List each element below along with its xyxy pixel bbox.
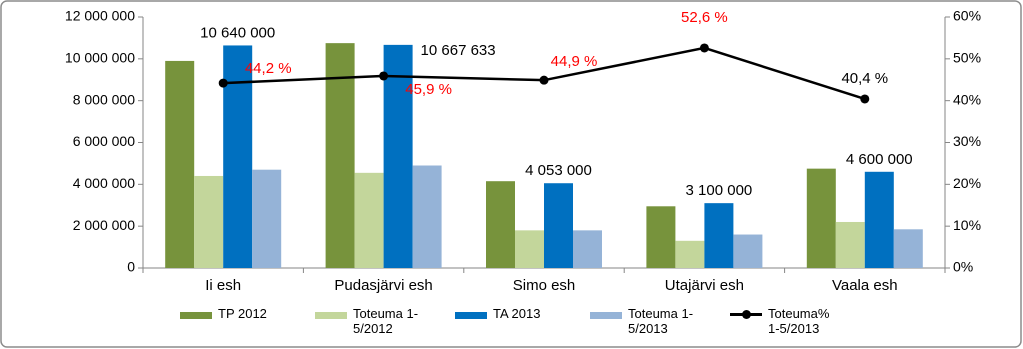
bar bbox=[194, 175, 224, 268]
legend-marker bbox=[742, 310, 751, 319]
data-label: 4 053 000 bbox=[525, 162, 592, 179]
x-tick-label: Simo esh bbox=[513, 277, 576, 294]
y-tick-label: 2 000 000 bbox=[73, 217, 135, 233]
x-tick-label: Vaala esh bbox=[832, 277, 898, 294]
bar bbox=[486, 181, 515, 268]
legend-item: Toteuma 1-5/2013 bbox=[590, 306, 700, 336]
bar bbox=[325, 43, 355, 269]
y-tick-label: 8 000 000 bbox=[73, 91, 135, 107]
data-label: 10 667 633 bbox=[421, 42, 496, 59]
y2-tick-label: 0% bbox=[953, 259, 973, 275]
bar bbox=[544, 183, 573, 268]
line-point bbox=[379, 71, 389, 81]
legend-item: Toteuma% 1-5/2013 bbox=[730, 306, 840, 336]
y2-tick-label: 50% bbox=[953, 50, 981, 66]
y-tick-label: 4 000 000 bbox=[73, 175, 135, 191]
bar bbox=[733, 234, 763, 268]
y-tick-label: 6 000 000 bbox=[73, 133, 135, 149]
line-point bbox=[860, 94, 870, 104]
x-tick-label: Ii esh bbox=[205, 277, 241, 294]
bar bbox=[383, 44, 413, 268]
bar bbox=[864, 171, 894, 268]
legend-swatch bbox=[180, 312, 212, 319]
line-point bbox=[218, 78, 228, 88]
line-point bbox=[539, 75, 549, 85]
bar bbox=[646, 206, 676, 268]
bar bbox=[806, 168, 836, 268]
data-label: 44,2 % bbox=[245, 60, 292, 77]
y2-tick-label: 60% bbox=[953, 8, 981, 24]
data-label: 4 600 000 bbox=[846, 151, 913, 168]
y2-tick-label: 10% bbox=[953, 217, 981, 233]
legend-label: TA 2013 bbox=[493, 306, 541, 321]
data-label: 52,6 % bbox=[681, 9, 728, 26]
legend-label: Toteuma 1-5/2012 bbox=[353, 306, 419, 336]
bar bbox=[223, 45, 253, 268]
legend-label: Toteuma 1-5/2013 bbox=[628, 306, 694, 336]
x-tick-label: Pudasjärvi esh bbox=[334, 277, 432, 294]
legend-swatch bbox=[730, 310, 762, 319]
legend-item: TP 2012 bbox=[180, 306, 290, 321]
bar bbox=[704, 203, 734, 268]
legend-label: TP 2012 bbox=[218, 306, 267, 321]
bar bbox=[515, 230, 544, 268]
bar bbox=[412, 165, 442, 268]
legend-swatch bbox=[590, 312, 622, 319]
legend-label: Toteuma% 1-5/2013 bbox=[768, 306, 830, 336]
bar bbox=[675, 240, 705, 268]
data-label: 10 640 000 bbox=[200, 24, 275, 41]
bar bbox=[252, 169, 282, 268]
legend-item: TA 2013 bbox=[455, 306, 565, 321]
bar bbox=[893, 229, 923, 268]
legend-item: Toteuma 1-5/2012 bbox=[315, 306, 425, 336]
y2-tick-label: 20% bbox=[953, 175, 981, 191]
y2-tick-label: 30% bbox=[953, 133, 981, 149]
data-label: 3 100 000 bbox=[686, 182, 753, 199]
y-tick-label: 0 bbox=[127, 259, 135, 275]
y2-tick-label: 40% bbox=[953, 91, 981, 107]
y-tick-label: 12 000 000 bbox=[65, 8, 135, 24]
bar bbox=[835, 221, 865, 268]
bar bbox=[573, 230, 602, 268]
x-tick-label: Utajärvi esh bbox=[665, 277, 744, 294]
legend-swatch bbox=[315, 312, 347, 319]
bar bbox=[354, 172, 384, 268]
data-label: 40,4 % bbox=[841, 70, 888, 87]
data-label: 44,9 % bbox=[551, 53, 598, 70]
line-point bbox=[699, 43, 709, 53]
legend-swatch bbox=[455, 312, 487, 319]
data-label: 45,9 % bbox=[405, 81, 452, 98]
y-tick-label: 10 000 000 bbox=[65, 50, 135, 66]
bar bbox=[165, 60, 195, 268]
